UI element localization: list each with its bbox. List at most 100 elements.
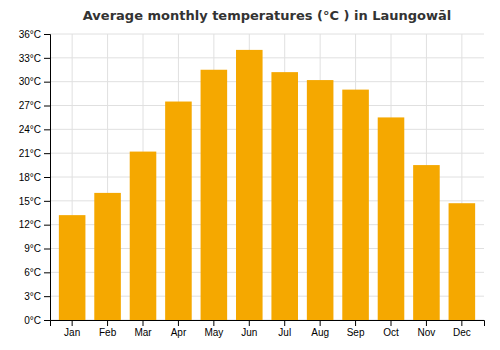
y-tick: 18°C [19,172,50,183]
tick-mark [44,58,50,59]
bar [59,215,86,320]
tick-label: 18°C [19,172,41,183]
grid-line-y [50,34,484,35]
x-tick: Mar [134,320,152,338]
tick-label: Apr [171,327,187,338]
grid-line-y [50,129,484,130]
y-tick: 33°C [19,53,50,64]
tick-label: 27°C [19,100,41,111]
tick-mark [44,249,50,250]
x-axis: Jan Feb Mar Apr May Jun Jul Aug Sep Oct Nov Dec [51,320,485,338]
grid-line-y [50,81,484,82]
chart-svg: 0°C 3°C 6°C 9°C 12°C 15°C 18°C 21°C 24°C 27°C 30°C… [0,0,500,350]
y-tick: 36°C [19,29,50,40]
tick-mark [44,82,50,83]
y-tick: 3°C [24,291,50,302]
bar [201,70,228,320]
tick-mark [178,320,179,326]
x-tick: May [204,320,223,338]
x-tick: Aug [311,320,329,338]
x-tick: Sep [347,320,365,338]
tick-mark [461,320,462,326]
tick-label: 3°C [24,291,41,302]
tick-label: Aug [311,327,329,338]
tick-label: Jun [241,327,257,338]
tick-mark [426,320,427,326]
x-tick: Jul [278,320,291,338]
tick-mark [44,153,50,154]
bar [449,203,476,320]
tick-label: 15°C [19,196,41,207]
tick-mark [72,320,73,326]
x-tick: Jun [241,320,257,338]
bar [236,50,263,320]
y-axis: 0°C 3°C 6°C 9°C 12°C 15°C 18°C 21°C 24°C 27°C 30°C… [19,29,51,326]
tick-label: 36°C [19,29,41,40]
tick-mark [284,320,285,326]
x-tick: Nov [418,320,436,338]
tick-mark [44,272,50,273]
bar [378,117,405,320]
bar [307,80,334,320]
y-tick: 24°C [19,124,50,135]
tick-label: May [204,327,223,338]
tick-label: Dec [453,327,471,338]
tick-label: 6°C [24,267,41,278]
bar [413,165,440,320]
tick-mark [44,225,50,226]
y-tick: 15°C [19,196,50,207]
tick-mark [143,320,144,326]
tick-mark [320,320,321,326]
axis-line [51,321,485,327]
tick-label: 30°C [19,76,41,87]
y-tick: 0°C [24,315,50,326]
tick-label: 0°C [24,315,41,326]
tick-mark [213,320,214,326]
bars [59,50,475,320]
tick-label: 33°C [19,53,41,64]
tick-mark [391,320,392,326]
tick-mark [44,320,50,321]
tick-mark [44,177,50,178]
bar [271,72,298,320]
tick-mark [44,106,50,107]
tick-mark [44,129,50,130]
tick-mark [44,201,50,202]
y-tick: 27°C [19,100,50,111]
x-tick: Oct [383,320,399,338]
bar [130,152,157,320]
grid-line-y [50,57,484,58]
x-tick: Feb [99,320,117,338]
x-tick: Jan [64,320,80,338]
y-tick: 12°C [19,219,50,230]
tick-label: 12°C [19,219,41,230]
plot-area: 0°C 3°C 6°C 9°C 12°C 15°C 18°C 21°C 24°C 27°C 30°C… [19,29,485,338]
tick-mark [107,320,108,326]
x-tick: Apr [171,320,187,338]
tick-label: Mar [134,327,152,338]
tick-mark [44,296,50,297]
tick-label: 24°C [19,124,41,135]
tick-label: Sep [347,327,365,338]
tick-mark [44,34,50,35]
tick-label: 21°C [19,148,41,159]
grid-line-y [50,153,484,154]
tick-label: Jan [64,327,80,338]
y-tick: 21°C [19,148,50,159]
x-tick: Dec [453,320,471,338]
y-tick: 6°C [24,267,50,278]
bar [94,193,121,320]
y-tick: 30°C [19,76,50,87]
tick-label: Nov [418,327,436,338]
bar [165,102,192,320]
title: Average monthly temperatures (°C ) in La… [83,8,451,23]
tick-mark [249,320,250,326]
tick-label: Oct [383,327,399,338]
chart-container: 0°C 3°C 6°C 9°C 12°C 15°C 18°C 21°C 24°C 27°C 30°C… [0,0,500,350]
tick-label: 9°C [24,243,41,254]
tick-mark [355,320,356,326]
bar [342,90,369,320]
grid-line-y [50,105,484,106]
tick-label: Jul [278,327,291,338]
axis-line [44,35,51,321]
